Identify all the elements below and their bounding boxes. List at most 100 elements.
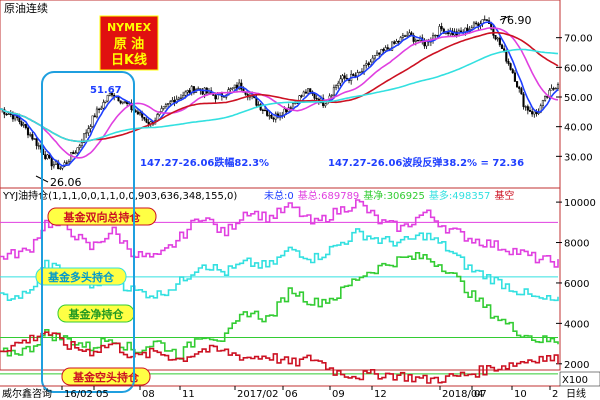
indicator-jijing-value: 306925 xyxy=(387,191,425,202)
candle-body xyxy=(472,22,476,29)
candle-body xyxy=(123,101,127,103)
candle-body xyxy=(343,75,346,79)
candle-body xyxy=(46,154,49,159)
date-tick-label: 06 xyxy=(285,389,298,400)
candle-body xyxy=(436,34,439,37)
price-tick-label: 70.00 xyxy=(564,34,593,45)
candle-body xyxy=(503,48,506,51)
candle-body xyxy=(397,41,400,43)
candle-body xyxy=(475,22,478,25)
date-tick-label: 09 xyxy=(332,389,345,400)
candle-body xyxy=(106,95,109,102)
candle-body xyxy=(102,102,105,109)
position-tick-label: 10000 xyxy=(564,198,596,209)
candle-body xyxy=(48,154,51,158)
candle-body xyxy=(378,52,381,55)
candle-body xyxy=(556,84,560,89)
candle-body xyxy=(162,106,165,109)
candle-body xyxy=(406,34,409,37)
candle-body xyxy=(29,134,32,136)
candle-body xyxy=(91,115,94,127)
ma-line-1 xyxy=(0,26,559,159)
badge-line1: NYMEX xyxy=(107,21,152,34)
candle-body xyxy=(108,92,111,96)
candle-body xyxy=(511,69,514,74)
indicator-jijing-label: 基净: xyxy=(363,189,386,202)
candle-body xyxy=(416,39,420,42)
candle-body xyxy=(54,161,58,165)
candle-body xyxy=(7,113,10,115)
candle-body xyxy=(160,108,163,112)
candle-body xyxy=(20,121,23,126)
candle-body xyxy=(98,108,101,111)
candle-body xyxy=(93,115,96,118)
candle-body xyxy=(261,109,264,111)
candle-body xyxy=(171,99,174,103)
candle-body xyxy=(268,114,271,117)
candle-body xyxy=(5,113,8,116)
candle-body xyxy=(119,100,122,104)
candle-body xyxy=(309,88,312,93)
candle-body xyxy=(507,61,510,64)
candle-body xyxy=(72,152,75,155)
candle-body xyxy=(307,88,310,94)
candle-body xyxy=(401,35,404,38)
highlight-box xyxy=(41,71,135,393)
badge-background xyxy=(99,15,159,71)
candle-body xyxy=(414,39,417,42)
candle-body xyxy=(266,110,269,116)
candle-body xyxy=(76,147,79,154)
indicator-jikong-label: 基空 xyxy=(494,189,514,202)
candle-body xyxy=(332,87,335,96)
candle-body xyxy=(520,88,523,95)
candle-body xyxy=(80,142,83,146)
candle-body xyxy=(335,85,338,88)
candle-body xyxy=(544,96,547,101)
candle-body xyxy=(110,92,114,96)
candle-body xyxy=(550,88,553,91)
ma-line-3 xyxy=(0,48,559,143)
indicator-jizong-label: 基总: xyxy=(298,189,321,202)
candle-body xyxy=(434,34,437,37)
candle-body xyxy=(24,123,27,129)
indicator-jizong-value: 689789 xyxy=(321,191,359,202)
label-net-position-text: 基金净持仓 xyxy=(68,307,125,321)
candle-body xyxy=(524,106,527,108)
candle-body xyxy=(375,52,379,56)
candle-body xyxy=(513,72,516,82)
candle-body xyxy=(528,110,532,112)
candle-body xyxy=(386,47,389,50)
candle-body xyxy=(313,93,316,99)
candle-body xyxy=(460,30,463,33)
price-moving-averages xyxy=(0,21,559,167)
candle-body xyxy=(483,19,486,21)
candle-body xyxy=(272,117,275,120)
date-tick-label: 2018/04 xyxy=(442,389,484,400)
candle-body xyxy=(526,106,529,111)
candle-body xyxy=(408,32,411,36)
annotation-high: 76.90 xyxy=(500,14,532,27)
candle-body xyxy=(164,104,167,107)
badge-line3: 日K线 xyxy=(111,52,147,68)
candle-body xyxy=(304,91,307,94)
period-label: 日线 xyxy=(566,387,586,400)
candle-body xyxy=(87,128,90,134)
candle-body xyxy=(393,41,396,44)
candle-body xyxy=(289,107,292,109)
candle-body xyxy=(345,77,348,80)
candle-body xyxy=(541,100,544,106)
candle-body xyxy=(384,47,387,51)
candle-body xyxy=(440,26,443,30)
candle-body xyxy=(498,37,501,46)
candle-body xyxy=(352,73,355,76)
candle-body xyxy=(500,44,504,49)
candle-body xyxy=(74,152,77,155)
candle-body xyxy=(263,109,267,112)
candle-body xyxy=(291,103,295,109)
candle-body xyxy=(50,157,53,167)
candle-body xyxy=(380,49,383,55)
label-net-position: 基金净持仓 xyxy=(57,304,135,323)
candle-body xyxy=(315,98,318,100)
candle-body xyxy=(229,88,232,90)
position-series-2 xyxy=(0,252,559,360)
